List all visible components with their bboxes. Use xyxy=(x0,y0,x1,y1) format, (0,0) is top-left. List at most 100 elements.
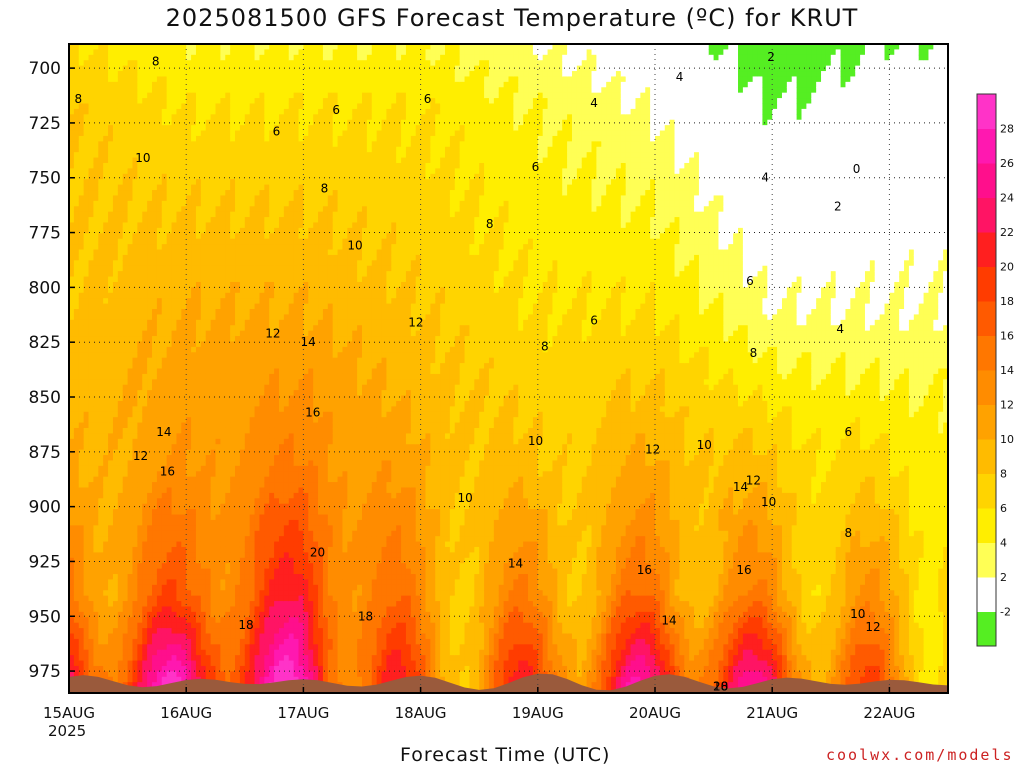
field-cell xyxy=(239,157,246,164)
field-cell xyxy=(161,579,168,586)
field-cell xyxy=(210,622,217,629)
field-cell xyxy=(259,595,265,602)
field-cell xyxy=(239,390,246,397)
field-cell xyxy=(73,108,80,115)
field-cell xyxy=(69,384,75,391)
field-cell xyxy=(108,292,114,299)
field-cell xyxy=(88,460,95,467)
field-cell xyxy=(117,638,124,645)
field-cell xyxy=(122,303,129,310)
field-cell xyxy=(147,81,153,88)
field-cell xyxy=(191,433,197,440)
field-cell xyxy=(147,628,153,635)
field-cell xyxy=(220,503,226,510)
field-cell xyxy=(103,125,109,132)
field-cell xyxy=(195,249,202,256)
field-cell xyxy=(239,76,246,83)
field-cell xyxy=(122,601,129,608)
field-cell xyxy=(239,546,246,553)
field-cell xyxy=(73,400,80,407)
field-cell xyxy=(103,162,109,169)
field-cell xyxy=(69,649,75,656)
field-cell xyxy=(98,601,104,608)
field-cell xyxy=(78,611,85,618)
field-cell xyxy=(112,649,119,656)
field-cell xyxy=(137,606,143,613)
field-cell xyxy=(205,298,212,305)
field-cell xyxy=(127,130,134,137)
field-cell xyxy=(244,265,251,272)
field-cell xyxy=(98,195,104,202)
field-cell xyxy=(171,141,178,148)
field-cell xyxy=(117,622,124,629)
field-cell xyxy=(254,476,261,483)
field-cell xyxy=(122,227,129,234)
field-cell xyxy=(249,622,256,629)
field-cell xyxy=(254,601,261,608)
field-cell xyxy=(117,162,124,169)
field-cell xyxy=(152,536,158,543)
field-cell xyxy=(161,330,168,337)
field-cell xyxy=(152,660,158,667)
field-cell xyxy=(112,368,119,375)
field-cell xyxy=(215,60,221,67)
field-cell xyxy=(200,190,207,197)
field-cell xyxy=(122,287,129,294)
field-cell xyxy=(244,114,251,121)
field-cell xyxy=(122,233,129,240)
field-cell xyxy=(230,379,236,386)
field-cell xyxy=(161,341,168,348)
field-cell xyxy=(137,390,143,397)
field-cell xyxy=(191,87,197,94)
temperature-field xyxy=(69,44,948,693)
field-cell xyxy=(200,200,207,207)
field-cell xyxy=(230,530,236,537)
field-cell xyxy=(122,536,129,543)
field-cell xyxy=(83,227,90,234)
field-cell xyxy=(186,65,192,72)
field-cell xyxy=(176,509,182,516)
field-cell xyxy=(88,200,95,207)
field-cell xyxy=(176,260,182,267)
field-cell xyxy=(166,363,173,370)
field-cell xyxy=(161,601,168,608)
field-cell xyxy=(73,503,80,510)
field-cell xyxy=(210,509,217,516)
field-cell xyxy=(137,92,143,99)
field-cell xyxy=(264,568,270,575)
field-cell xyxy=(239,655,246,662)
field-cell xyxy=(171,260,178,267)
field-cell xyxy=(191,206,197,213)
field-cell xyxy=(132,633,138,640)
field-cell xyxy=(83,303,90,310)
field-cell xyxy=(191,157,197,164)
field-cell xyxy=(249,638,256,645)
field-cell xyxy=(244,427,251,434)
field-cell xyxy=(161,379,168,386)
field-cell xyxy=(205,119,212,126)
field-cell xyxy=(200,417,207,424)
field-cell xyxy=(264,628,270,635)
field-cell xyxy=(181,260,187,267)
field-cell xyxy=(166,622,173,629)
field-cell xyxy=(98,622,104,629)
field-cell xyxy=(235,141,241,148)
field-cell xyxy=(132,482,138,489)
field-cell xyxy=(137,509,143,516)
field-cell xyxy=(259,281,265,288)
field-cell xyxy=(181,563,187,570)
field-cell xyxy=(142,162,148,169)
field-cell xyxy=(142,87,148,94)
field-cell xyxy=(93,200,99,207)
field-cell xyxy=(171,325,178,332)
field-cell xyxy=(78,552,85,559)
field-cell xyxy=(132,119,138,126)
field-cell xyxy=(264,65,270,72)
field-cell xyxy=(108,460,114,467)
field-cell xyxy=(127,449,134,456)
field-cell xyxy=(98,471,104,478)
field-cell xyxy=(93,460,99,467)
field-cell xyxy=(181,579,187,586)
field-cell xyxy=(235,363,241,370)
field-cell xyxy=(249,557,256,564)
